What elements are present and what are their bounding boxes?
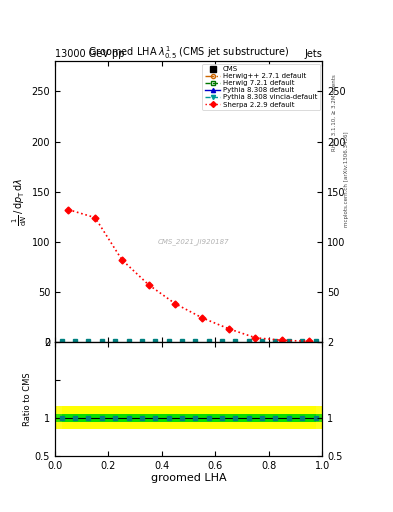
Text: CMS_2021_JI920187: CMS_2021_JI920187: [158, 239, 230, 245]
Legend: CMS, Herwig++ 2.7.1 default, Herwig 7.2.1 default, Pythia 8.308 default, Pythia : CMS, Herwig++ 2.7.1 default, Herwig 7.2.…: [202, 63, 320, 110]
Text: Rivet 3.1.10, ≥ 3.2M events: Rivet 3.1.10, ≥ 3.2M events: [332, 74, 337, 151]
Text: mcplots.cern.ch [arXiv:1306.3436]: mcplots.cern.ch [arXiv:1306.3436]: [344, 132, 349, 227]
X-axis label: groomed LHA: groomed LHA: [151, 473, 226, 483]
Text: Jets: Jets: [305, 49, 322, 59]
Text: 13000 GeV pp: 13000 GeV pp: [55, 49, 125, 59]
Y-axis label: $\frac{1}{\mathrm{d}N}\,/\,\mathrm{d}p_{\mathrm{T}}\,\mathrm{d}\lambda$: $\frac{1}{\mathrm{d}N}\,/\,\mathrm{d}p_{…: [11, 177, 29, 226]
Y-axis label: Ratio to CMS: Ratio to CMS: [23, 372, 32, 425]
Title: Groomed LHA $\lambda^{1}_{0.5}$ (CMS jet substructure): Groomed LHA $\lambda^{1}_{0.5}$ (CMS jet…: [88, 45, 289, 61]
